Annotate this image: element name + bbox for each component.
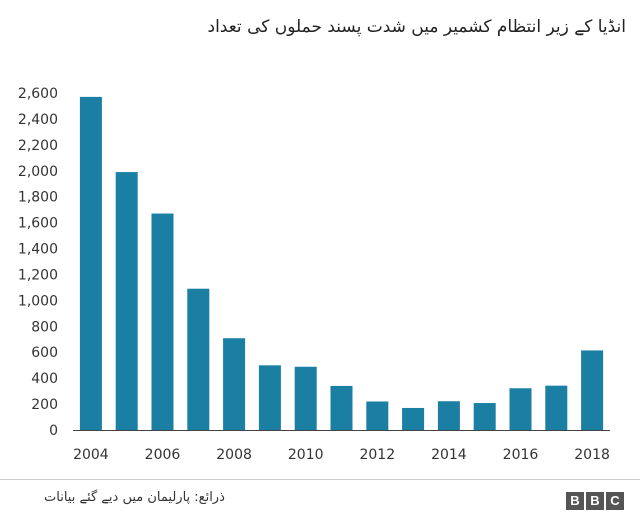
- bbc-logo-letter: C: [606, 492, 624, 510]
- source-text: ذرائع: پارلیمان میں دیے گئے بیانات: [44, 490, 225, 505]
- y-tick-label: 1,000: [18, 293, 58, 309]
- bar-2008: [223, 338, 246, 430]
- bar-2011: [330, 385, 353, 430]
- x-tick-label: 2018: [574, 447, 610, 463]
- x-tick-label: 2004: [73, 447, 109, 463]
- y-tick-label: 1,800: [18, 190, 58, 206]
- bar-2006: [151, 213, 174, 430]
- y-tick-label: 600: [31, 345, 58, 361]
- bbc-logo-letter: B: [586, 492, 604, 510]
- y-tick-label: 1,400: [18, 242, 58, 258]
- y-tick-label: 0: [49, 423, 58, 439]
- x-axis-labels: 2004 2006 2008 2010 2012 2014 2016 2018: [73, 447, 610, 463]
- bar-2014: [437, 401, 460, 430]
- bar-2017: [545, 385, 568, 430]
- bar-2018: [581, 350, 604, 430]
- y-tick-label: 2,600: [18, 86, 58, 102]
- x-tick-label: 2014: [431, 447, 467, 463]
- y-tick-label: 200: [31, 397, 58, 413]
- chart-title: انڈیا کے زیر انتظام کشمیر میں شدت پسند ح…: [207, 17, 626, 37]
- x-tick-label: 2008: [216, 447, 252, 463]
- x-tick-label: 2012: [359, 447, 395, 463]
- bars: [79, 96, 604, 431]
- y-tick-label: 800: [31, 319, 58, 335]
- bar-2007: [187, 288, 210, 430]
- x-tick-label: 2010: [288, 447, 324, 463]
- bar-2013: [402, 407, 425, 430]
- bar-2016: [509, 388, 532, 430]
- bar-2009: [258, 365, 281, 430]
- x-tick-label: 2016: [503, 447, 539, 463]
- bar-2005: [115, 172, 138, 431]
- bar-2012: [366, 401, 389, 430]
- y-tick-label: 1,600: [18, 216, 58, 232]
- x-tick-label: 2006: [145, 447, 181, 463]
- bar-2010: [294, 366, 317, 430]
- bbc-logo: B B C: [566, 492, 624, 510]
- bar-2004: [79, 96, 102, 430]
- y-tick-label: 400: [31, 371, 58, 387]
- y-tick-label: 2,400: [18, 112, 58, 128]
- y-tick-label: 2,000: [18, 164, 58, 180]
- bar-2015: [473, 403, 496, 430]
- y-tick-label: 2,200: [18, 138, 58, 154]
- bbc-logo-letter: B: [566, 492, 584, 510]
- y-tick-label: 1,200: [18, 267, 58, 283]
- y-axis-labels: 0 200 400 600 800 1,000 1,200 1,400 1,600 1,800 2,…: [18, 86, 58, 439]
